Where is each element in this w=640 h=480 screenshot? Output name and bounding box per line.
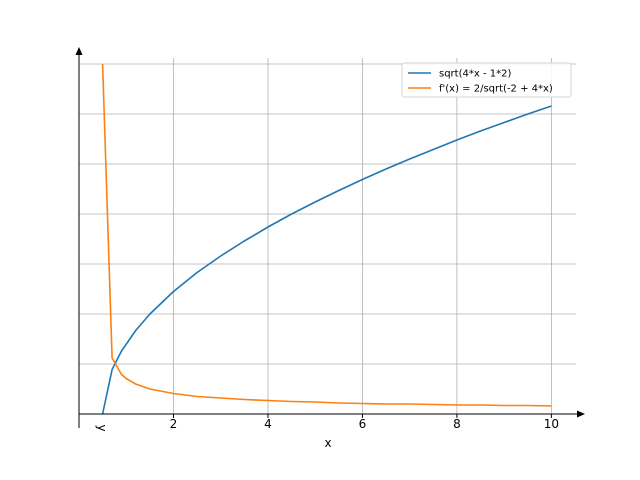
- x-tick-label: 2: [170, 417, 178, 431]
- series-lines: [101, 63, 552, 415]
- x-axis-arrow-icon: [577, 410, 585, 418]
- y-axis-arrow-icon: [75, 47, 83, 55]
- x-axis-label: x: [324, 436, 331, 450]
- legend-box: [401, 62, 572, 98]
- x-tick-label: 4: [264, 417, 272, 431]
- x-tick-labels: 2 4 6 8 10: [170, 414, 559, 431]
- x-tick-label: 6: [359, 417, 367, 431]
- series-line-2: [101, 63, 552, 407]
- legend: sqrt(4*x - 1*2) f'(x) = 2/sqrt(-2 + 4*x): [401, 62, 572, 98]
- x-tick-label: 10: [544, 417, 559, 431]
- axes: [75, 47, 585, 428]
- legend-label: sqrt(4*x - 1*2): [439, 69, 511, 80]
- legend-label: f'(x) = 2/sqrt(-2 + 4*x): [439, 84, 553, 95]
- series-line-1: [101, 105, 552, 415]
- x-tick-label: 8: [453, 417, 461, 431]
- grid: [79, 58, 576, 414]
- y-axis-label: y: [95, 424, 109, 431]
